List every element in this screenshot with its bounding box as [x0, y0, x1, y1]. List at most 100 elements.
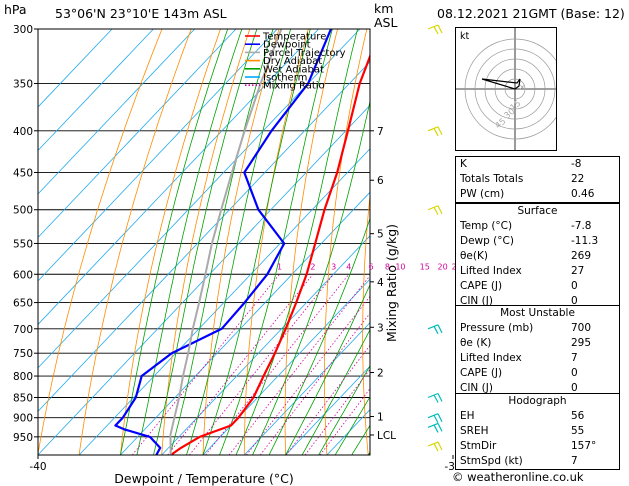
pressure-tick-label: 450 [13, 167, 33, 179]
legend-label: Temperature [262, 32, 326, 43]
surface-value: 0 [571, 280, 578, 292]
wet-adiabat [202, 29, 311, 455]
km-tick-label: 6 [377, 175, 384, 187]
hodograph-label: StmDir [460, 440, 497, 452]
wind-barb [427, 422, 439, 428]
surface-value: -7.8 [571, 220, 592, 232]
wet-adiabat [334, 396, 370, 455]
hodograph-row: EH 56 [456, 409, 619, 424]
index-row: Totals Totals 22 [456, 172, 619, 187]
hodograph-row: SREH 55 [456, 424, 619, 439]
wind-barb [427, 413, 439, 419]
index-value: -8 [571, 158, 582, 170]
hodograph-plot: kt 45 30 15 ✕ [456, 28, 566, 150]
wind-barb-flag [437, 205, 443, 215]
wind-barb-flag [437, 126, 443, 136]
dry-adiabat [362, 191, 370, 455]
most-unstable-value: 0 [571, 367, 578, 379]
wet-adiabat [153, 29, 258, 455]
isotherm [38, 61, 370, 412]
surface-row: Dewp (°C) -11.3 [456, 234, 619, 249]
dry-adiabat [202, 29, 280, 455]
parcel-trajectory-line [169, 29, 283, 455]
km-tick-label: LCL [377, 430, 396, 442]
hodograph-value: 157° [571, 440, 597, 452]
pressure-tick-label: 650 [13, 298, 33, 310]
km-tick-label: 2 [377, 367, 384, 379]
surface-row: θe(K) 269 [456, 249, 619, 264]
hodograph-ring [474, 48, 556, 130]
most-unstable-value: 700 [571, 322, 592, 334]
surface-title: Surface [517, 205, 558, 217]
dewpoint-line [114, 29, 333, 455]
mixing-ratio-labels: 12346810152025 [277, 262, 462, 271]
hodograph-table: Hodograph EH 56 SREH 55 StmDir 157° StmSpd … [455, 393, 620, 470]
location-title: 53°06'N 23°10'E 143m ASL [55, 6, 227, 21]
surface-row: Temp (°C) -7.8 [456, 219, 619, 234]
mixing-ratio-line [167, 274, 314, 455]
surface-label: Dewp (°C) [460, 235, 514, 247]
pressure-tick-label: 850 [13, 392, 33, 404]
wet-adiabat [285, 283, 370, 455]
wind-barb-flag [437, 423, 443, 432]
x-axis-title: Dewpoint / Temperature (°C) [114, 471, 293, 486]
surface-label: CIN (J) [460, 295, 493, 307]
dry-adiabat [400, 29, 426, 455]
wet-adiabat [301, 328, 370, 455]
most-unstable-row: θe (K) 295 [456, 336, 619, 351]
mixing-ratio-label: 20 [438, 262, 448, 271]
pressure-tick-label: 350 [13, 79, 33, 91]
wind-barb-flag [433, 414, 439, 424]
wet-adiabat [268, 217, 370, 455]
legend-label: Wet Adiabat [263, 64, 324, 75]
pressure-tick-label: 750 [13, 348, 33, 360]
most-unstable-label: θe (K) [460, 337, 492, 349]
surface-value: -11.3 [571, 235, 599, 247]
pressure-tick-label: 300 [13, 24, 33, 36]
mixing-ratio-label: 2 [310, 262, 315, 271]
most-unstable-label: Lifted Index [460, 352, 522, 364]
dry-adiabat [284, 29, 338, 455]
surface-label: Lifted Index [460, 265, 522, 277]
km-tick-label: 5 [377, 229, 384, 241]
wind-barb-flag [437, 413, 443, 422]
most-unstable-row: Lifted Index 7 [456, 351, 619, 366]
surface-value: 0 [571, 295, 578, 307]
temperature-tick-label: -40 [29, 461, 46, 473]
dry-adiabat [78, 29, 192, 455]
pressure-tick-label: 950 [13, 432, 33, 444]
most-unstable-value: 295 [571, 337, 592, 349]
isotherm [38, 29, 237, 239]
isotherm [202, 278, 370, 455]
hodograph-value: 7 [571, 455, 578, 467]
wind-barbs [427, 24, 443, 452]
wind-barb [427, 324, 439, 330]
dry-adiabat [435, 29, 454, 455]
asl-unit-label: ASL [374, 15, 397, 30]
wind-barb [427, 205, 439, 211]
surface-value: 27 [571, 265, 585, 277]
wind-barb-flag [433, 394, 439, 403]
wet-adiabat [318, 364, 370, 455]
isotherm [38, 29, 195, 195]
most-unstable-row: Pressure (mb) 700 [456, 321, 619, 336]
mixing-ratio-line [205, 274, 350, 455]
pressure-tick-label: 600 [13, 269, 33, 281]
hodograph-ring [504, 78, 526, 100]
surface-row: Lifted Index 27 [456, 264, 619, 279]
index-label: Totals Totals [460, 173, 524, 185]
mixing-ratio-label: 8 [385, 262, 390, 271]
km-unit-label: km [374, 1, 393, 16]
hodograph-value: 56 [571, 410, 585, 422]
plot-frame [37, 28, 371, 456]
datetime-title: 08.12.2021 21GMT (Base: 12) [437, 6, 625, 21]
wet-adiabat [235, 29, 358, 455]
mixing-ratio-line [131, 274, 280, 455]
km-tick-label: 1 [377, 412, 384, 424]
pressure-unit-label: hPa [4, 2, 27, 17]
hodograph-trace [481, 78, 521, 90]
km-tick-label: 7 [377, 126, 384, 138]
index-label: K [460, 158, 467, 170]
legend-label: Mixing Ratio [263, 81, 325, 92]
index-row: PW (cm) 0.46 [456, 187, 619, 202]
